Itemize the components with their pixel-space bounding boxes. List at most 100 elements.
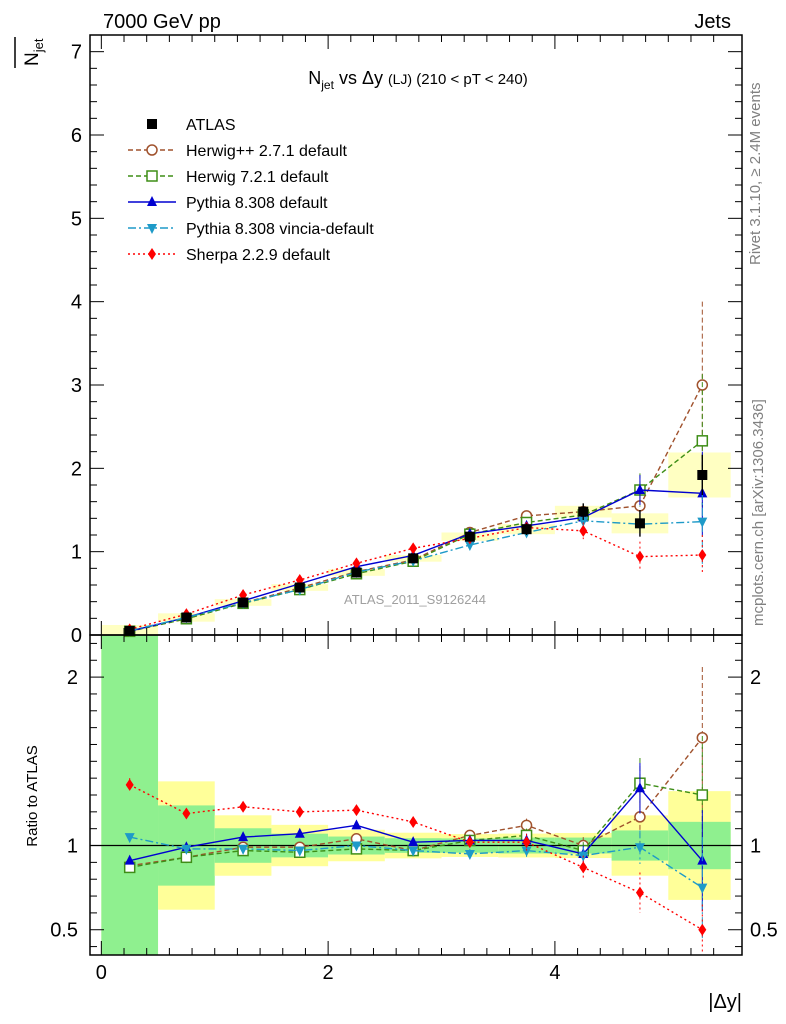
series-marker-ratio (124, 833, 135, 844)
series-marker-main (635, 550, 644, 563)
series-marker-ratio (635, 886, 644, 899)
legend-label: Herwig++ 2.7.1 default (186, 143, 348, 160)
series-marker-ratio (521, 846, 532, 857)
legend-marker (147, 224, 157, 234)
x-tick-label: 0 (96, 962, 107, 984)
chart-title: Njet vs Δy (LJ) (210 < pT < 240) (308, 68, 527, 92)
legend-label: Pythia 8.308 vincia-default (186, 221, 374, 238)
ratio-y-tick-label: 0.5 (750, 920, 778, 942)
rivet-version-label: Rivet 3.1.10, ≥ 2.4M events (747, 83, 764, 266)
series-marker-ratio (465, 836, 474, 849)
series-marker-ratio (352, 804, 361, 817)
series-marker-main (696, 435, 709, 447)
series-marker-ratio (408, 836, 419, 847)
series-marker-ratio (696, 789, 709, 801)
axis-ticks: 0 1 2 3 4 5 6 7 0.5 0.5 1 1 2 2 0 2 4 (50, 35, 778, 984)
legend-label: Pythia 8.308 default (186, 195, 328, 212)
analysis-watermark: ATLAS_2011_S9126244 (344, 592, 486, 607)
y-tick-label: 6 (71, 125, 82, 147)
header-left: 7000 GeV pp (103, 11, 221, 33)
legend-label: Herwig 7.2.1 default (186, 169, 329, 186)
series-marker-ratio (634, 782, 645, 793)
y-tick-label: 5 (71, 208, 82, 230)
ratio-uncertainty-bands (101, 635, 731, 955)
data-point (634, 518, 645, 529)
series-marker-ratio (351, 841, 362, 852)
legend-marker (146, 144, 158, 156)
y-tick-label: 4 (71, 292, 82, 314)
ratio-y-tick-label: 1 (67, 836, 78, 858)
ratio-y-tick-label: 1 (750, 836, 761, 858)
series-marker-ratio (409, 815, 418, 828)
legend-label: ATLAS (186, 117, 236, 134)
series-marker-ratio (698, 923, 707, 936)
series-marker-ratio (238, 831, 249, 842)
data-point (464, 531, 475, 542)
series-marker-ratio (351, 819, 362, 830)
ratio-y-axis-label: Ratio to ATLAS (24, 745, 41, 846)
y-tick-label: 0 (71, 625, 82, 647)
header-right: Jets (694, 11, 731, 33)
mcplots-label: mcplots.cern.ch [arXiv:1306.3436] (750, 399, 767, 626)
series-marker-ratio (464, 849, 475, 860)
series-marker-ratio (238, 844, 249, 855)
series-marker-ratio (579, 861, 588, 874)
data-point (697, 470, 708, 480)
x-axis-label: |Δy| (708, 991, 742, 1013)
y-tick-label: 1 (71, 542, 82, 564)
legend-marker (147, 196, 157, 206)
data-point (408, 553, 419, 564)
y-tick-label: 2 (71, 458, 82, 480)
legend-marker (146, 170, 158, 182)
legend-label: Sherpa 2.2.9 default (186, 247, 331, 264)
series-marker-ratio (294, 846, 305, 857)
series-marker-ratio (125, 778, 134, 791)
series-marker-main (578, 516, 589, 527)
series-marker-ratio (522, 836, 531, 849)
series-marker-main (464, 541, 475, 551)
series-marker-ratio (239, 800, 248, 813)
ratio-band-inner (101, 635, 159, 955)
series-marker-main (579, 524, 588, 537)
data-point (124, 625, 135, 636)
series-line-ratio (129, 737, 703, 867)
x-tick-label: 4 (549, 962, 560, 984)
y-tick-label: 3 (71, 375, 82, 397)
series-marker-ratio (124, 854, 135, 865)
data-point (294, 582, 305, 593)
data-point (521, 524, 532, 535)
series-marker-ratio (408, 846, 419, 857)
main-uncertainty-bands (101, 452, 731, 637)
main-data-points (124, 455, 708, 636)
series-marker-ratio (295, 805, 304, 818)
series-marker-main (352, 557, 361, 570)
series-line-main (129, 526, 703, 631)
series-marker-main (634, 484, 645, 494)
y-axis-label: Njet (22, 38, 46, 66)
data-point (351, 567, 362, 578)
y-tick-label: 7 (71, 42, 82, 64)
data-point (181, 612, 192, 623)
series-marker-ratio (697, 883, 708, 894)
ratio-series-lines (123, 667, 709, 955)
ratio-y-tick-label: 2 (750, 667, 761, 689)
data-point (238, 597, 249, 608)
legend: ATLAS Herwig++ 2.7.1 default Herwig 7.2.1 … (128, 117, 374, 264)
series-marker-ratio (294, 827, 305, 838)
legend-marker (148, 248, 156, 260)
data-point (578, 506, 589, 517)
x-tick-label: 2 (323, 962, 334, 984)
main-series-lines (123, 301, 709, 638)
series-marker-ratio (634, 843, 645, 854)
legend-marker (147, 119, 157, 129)
series-marker-main (697, 517, 708, 528)
series-marker-ratio (182, 807, 191, 820)
series-line-main (129, 520, 703, 632)
series-line-ratio (129, 784, 703, 931)
series-marker-ratio (181, 844, 192, 855)
series-marker-main (409, 542, 418, 555)
ratio-y-tick-label: 0.5 (50, 920, 78, 942)
ratio-y-tick-label: 2 (67, 667, 78, 689)
series-marker-main (698, 549, 707, 561)
